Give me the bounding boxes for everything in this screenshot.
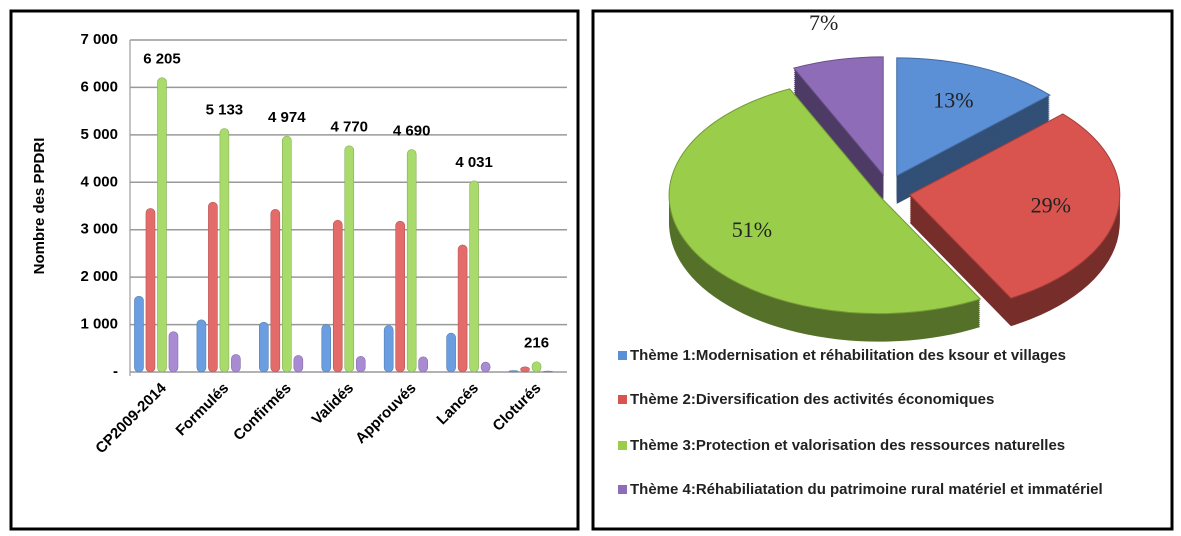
y-tick-label: 3 000 bbox=[80, 221, 118, 238]
bar bbox=[219, 128, 230, 373]
pie-slice bbox=[896, 57, 1051, 177]
bar bbox=[270, 209, 281, 373]
bar bbox=[231, 354, 241, 373]
legend-label: Thème 2:Diversification des activités éc… bbox=[630, 391, 995, 408]
pie-slice bbox=[792, 56, 884, 177]
bar-frame bbox=[9, 9, 580, 531]
legend-item: Thème 1:Modernisation et réhabilitation … bbox=[618, 347, 1168, 364]
bar bbox=[395, 220, 405, 373]
pie-slice bbox=[908, 113, 1121, 299]
bar bbox=[208, 201, 218, 373]
bar bbox=[418, 356, 428, 373]
data-label: 6 205 bbox=[143, 51, 181, 68]
bar bbox=[480, 361, 491, 373]
y-tick-label: 7 000 bbox=[80, 31, 118, 48]
bar bbox=[520, 366, 530, 373]
x-tick-label: Approuvés bbox=[352, 380, 419, 447]
data-label: 4 974 bbox=[268, 109, 306, 126]
bar bbox=[196, 319, 207, 373]
y-tick-label: 2 000 bbox=[80, 268, 118, 285]
pie-slice bbox=[668, 88, 982, 315]
bar bbox=[406, 149, 417, 373]
legend-swatch bbox=[618, 351, 627, 360]
legend-label: Thème 3:Protection et valorisation des r… bbox=[630, 437, 1066, 454]
legend-swatch bbox=[618, 441, 627, 450]
y-tick-label: 6 000 bbox=[80, 78, 118, 95]
bar bbox=[282, 135, 292, 373]
pie-frame bbox=[591, 9, 1174, 531]
bar bbox=[469, 180, 479, 373]
bar bbox=[321, 324, 332, 373]
bar bbox=[531, 361, 542, 373]
x-tick-label: CP2009-2014 bbox=[92, 379, 170, 457]
data-label: 4 031 bbox=[455, 154, 493, 171]
x-tick-label: Lancés bbox=[433, 380, 482, 429]
bar bbox=[344, 145, 355, 373]
data-label: 5 133 bbox=[206, 102, 244, 119]
data-label: 51% bbox=[732, 217, 772, 242]
bar bbox=[157, 77, 167, 373]
data-label: 13% bbox=[933, 87, 973, 112]
bar bbox=[293, 355, 304, 373]
bar bbox=[332, 219, 343, 373]
bar bbox=[508, 370, 519, 373]
legend-item: Thème 3:Protection et valorisation des r… bbox=[618, 437, 1168, 454]
bar bbox=[543, 370, 553, 373]
legend-label: Thème 4:Réhabiliatation du patrimoine ru… bbox=[630, 481, 1103, 498]
bar bbox=[168, 331, 179, 373]
y-tick-label: 4 000 bbox=[80, 173, 118, 190]
data-label: 4 770 bbox=[330, 119, 368, 136]
bar bbox=[145, 208, 156, 373]
y-tick-label: - bbox=[113, 363, 118, 380]
x-tick-label: Cloturés bbox=[489, 380, 544, 435]
x-tick-label: Formulés bbox=[173, 380, 233, 440]
legend-item: Thème 4:Réhabiliatation du patrimoine ru… bbox=[618, 481, 1168, 498]
bar bbox=[446, 332, 456, 373]
x-tick-label: Validés bbox=[309, 380, 358, 429]
bar bbox=[134, 295, 144, 373]
y-tick-label: 5 000 bbox=[80, 126, 118, 143]
y-axis-title: Nombre des PPDRI bbox=[31, 138, 48, 275]
y-tick-label: 1 000 bbox=[80, 316, 118, 333]
bar bbox=[383, 325, 394, 373]
bar bbox=[259, 321, 269, 373]
x-tick-label: Confirmés bbox=[230, 380, 294, 444]
bar bbox=[355, 356, 366, 373]
legend-swatch bbox=[618, 485, 627, 494]
data-label: 7% bbox=[809, 10, 838, 35]
data-label: 216 bbox=[524, 335, 549, 352]
legend-label: Thème 1:Modernisation et réhabilitation … bbox=[630, 347, 1066, 364]
bar bbox=[457, 244, 468, 373]
data-label: 4 690 bbox=[393, 123, 431, 140]
legend-item: Thème 2:Diversification des activités éc… bbox=[618, 391, 1168, 408]
data-label: 29% bbox=[1031, 192, 1071, 217]
legend-swatch bbox=[618, 395, 627, 404]
